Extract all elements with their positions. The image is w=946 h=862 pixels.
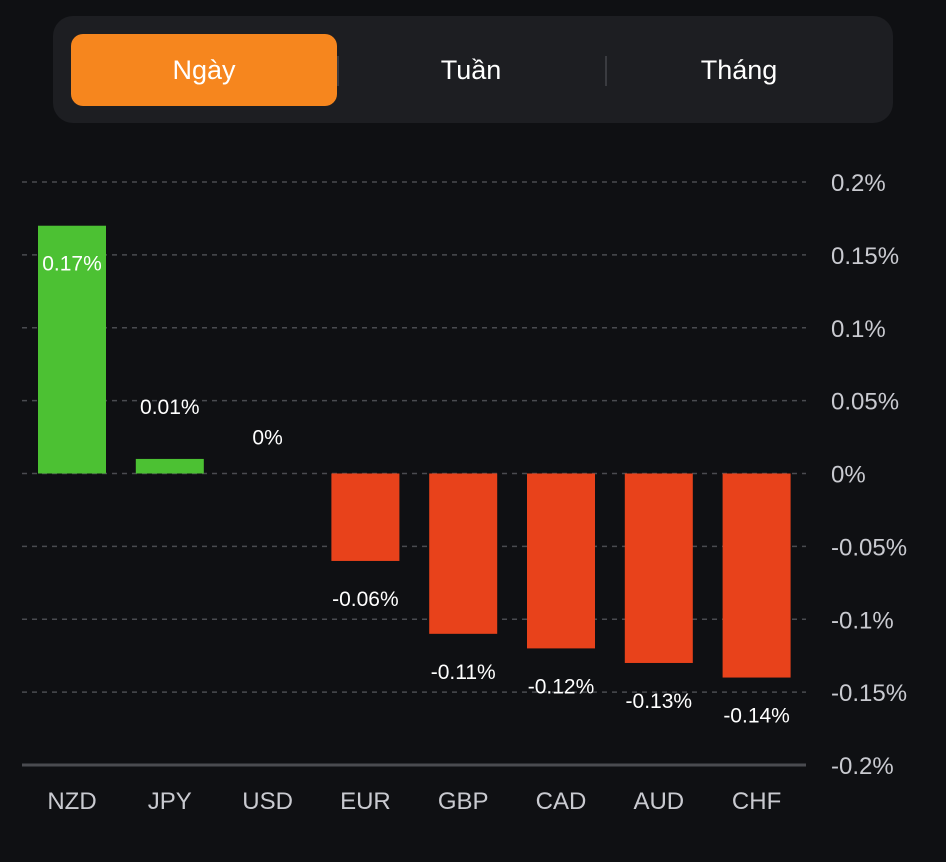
x-tick-label: EUR (340, 788, 391, 815)
x-tick-label: AUD (633, 788, 684, 815)
y-tick-label: -0.2% (831, 753, 894, 780)
value-label: -0.06% (332, 588, 399, 611)
tab-month[interactable]: Tháng (700, 54, 778, 85)
tab-week[interactable]: Tuần (440, 54, 502, 85)
y-tick-label: -0.1% (831, 607, 894, 634)
bar-jpy (135, 458, 204, 474)
value-label: -0.12% (528, 675, 595, 698)
value-label: 0% (252, 427, 282, 450)
tab-divider (605, 56, 607, 86)
y-tick-label: -0.05% (831, 534, 907, 561)
x-tick-label: JPY (148, 788, 192, 815)
value-label: 0.01% (140, 396, 200, 419)
x-tick-label: GBP (438, 788, 489, 815)
tab-day[interactable]: Ngày (71, 34, 337, 106)
y-tick-label: 0.15% (831, 243, 899, 270)
y-tick-label: 0.2% (831, 170, 886, 197)
y-tick-label: 0.1% (831, 316, 886, 343)
y-tick-label: -0.15% (831, 680, 907, 707)
value-label: -0.11% (431, 661, 496, 684)
bar-chf (722, 473, 791, 678)
bar-eur (331, 473, 400, 561)
tab-divider (337, 56, 339, 86)
y-tick-label: 0.05% (831, 389, 899, 416)
bar-cad (527, 473, 595, 649)
y-tick-label: 0% (831, 462, 866, 489)
period-segmented-control: Ngày Tuần Tháng (53, 16, 893, 123)
value-label: -0.13% (626, 690, 693, 713)
x-tick-label: CAD (536, 788, 587, 815)
bar-gbp (429, 473, 498, 634)
bar-aud (624, 473, 693, 663)
value-label: -0.14% (723, 705, 790, 728)
x-tick-label: NZD (47, 788, 96, 815)
x-tick-label: CHF (732, 788, 781, 815)
value-label: 0.17% (42, 253, 102, 276)
x-tick-label: USD (242, 788, 293, 815)
bar-nzd (38, 225, 106, 474)
